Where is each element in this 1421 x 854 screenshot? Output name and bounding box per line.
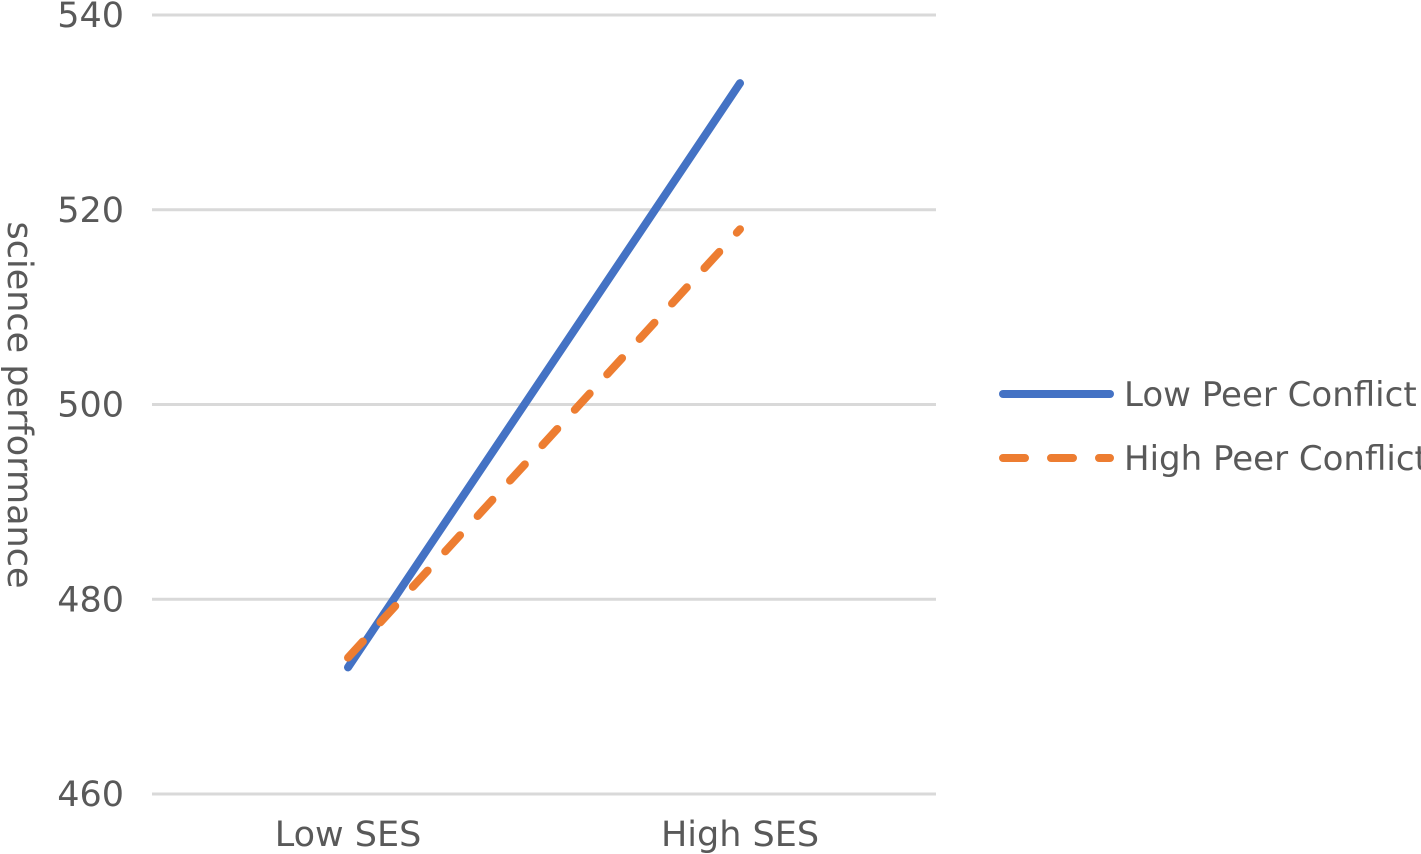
- series-line-low-peer-conflict: [344, 79, 744, 672]
- series-lines: [344, 79, 744, 672]
- legend-label: High Peer Conflict: [1124, 439, 1421, 479]
- legend-label: Low Peer Conflict: [1124, 375, 1417, 415]
- y-tick-label: 540: [57, 0, 124, 36]
- x-tick-label: High SES: [661, 815, 819, 854]
- x-tick-labels: Low SES High SES: [275, 815, 819, 854]
- y-axis-label: science performance: [0, 222, 39, 589]
- legend: Low Peer Conflict High Peer Conflict: [999, 375, 1421, 479]
- y-tick-label: 500: [57, 386, 124, 426]
- x-tick-label: Low SES: [275, 815, 422, 854]
- series-line-high-peer-conflict: [344, 225, 744, 662]
- y-tick-label: 520: [57, 191, 124, 231]
- y-tick-labels: 460 480 500 520 540: [57, 0, 124, 815]
- gridlines: [152, 13, 936, 796]
- y-tick-label: 480: [57, 580, 124, 620]
- y-tick-label: 460: [57, 775, 124, 815]
